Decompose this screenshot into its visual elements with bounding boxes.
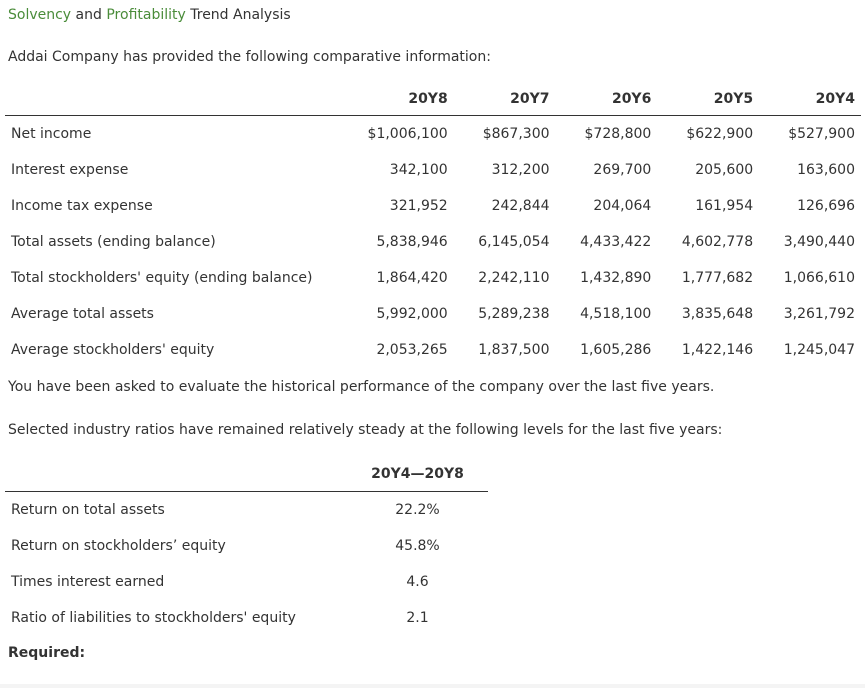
row-value: 5,838,946 bbox=[376, 234, 448, 250]
row-value: 1,066,610 bbox=[783, 270, 855, 286]
row-value: 312,200 bbox=[491, 162, 550, 178]
ratio-value: 2.1 bbox=[406, 610, 429, 626]
row-value: 161,954 bbox=[695, 198, 754, 214]
ratio-row: Times interest earned 4.6 bbox=[5, 564, 488, 600]
table-row: Average total assets 5,992,000 5,289,238 4,… bbox=[5, 296, 861, 332]
row-value: 3,490,440 bbox=[783, 234, 855, 250]
row-value: $1,006,100 bbox=[367, 126, 448, 142]
row-value: 1,777,682 bbox=[681, 270, 754, 286]
row-value: 3,835,648 bbox=[681, 306, 754, 322]
header-20y5: 20Y5 bbox=[657, 82, 760, 116]
ratio-row: Return on stockholders’ equity 45.8% bbox=[5, 528, 488, 564]
title-solvency: Solvency bbox=[8, 7, 72, 23]
header-20y8: 20Y8 bbox=[341, 82, 454, 116]
ratio-header-row: 20Y4—20Y8 bbox=[5, 456, 488, 492]
header-20y7: 20Y7 bbox=[453, 82, 556, 116]
header-label-col bbox=[5, 82, 341, 116]
ratio-label: Ratio of liabilities to stockholders' eq… bbox=[11, 610, 296, 626]
row-value: 5,992,000 bbox=[376, 306, 448, 322]
title-and: and bbox=[71, 7, 107, 23]
row-value: 1,605,286 bbox=[580, 342, 652, 358]
row-value: 1,864,420 bbox=[376, 270, 448, 286]
row-value: 163,600 bbox=[797, 162, 855, 178]
ratio-header-period: 20Y4—20Y8 bbox=[347, 456, 488, 492]
evaluate-text: You have been asked to evaluate the hist… bbox=[8, 379, 715, 395]
header-20y6: 20Y6 bbox=[555, 82, 658, 116]
row-value: $527,900 bbox=[788, 126, 855, 142]
row-value: 4,602,778 bbox=[681, 234, 754, 250]
table-row: Income tax expense 321,952 242,844 204,064 1… bbox=[5, 188, 861, 224]
row-value: 1,432,890 bbox=[580, 270, 652, 286]
row-label: Total assets (ending balance) bbox=[11, 234, 216, 250]
header-20y4: 20Y4 bbox=[759, 82, 861, 116]
row-value: 204,064 bbox=[593, 198, 652, 214]
table-row: Average stockholders' equity 2,053,265 1,8… bbox=[5, 332, 861, 368]
row-label: Average total assets bbox=[11, 306, 154, 322]
row-value: 6,145,054 bbox=[478, 234, 550, 250]
row-value: 1,245,047 bbox=[783, 342, 855, 358]
row-label: Net income bbox=[11, 126, 92, 142]
row-value: $622,900 bbox=[686, 126, 754, 142]
ratio-value: 45.8% bbox=[395, 538, 440, 554]
ratio-row: Return on total assets 22.2% bbox=[5, 492, 488, 529]
footer-divider bbox=[0, 684, 865, 688]
ratio-value: 4.6 bbox=[406, 574, 429, 590]
ratio-header-empty bbox=[5, 456, 347, 492]
row-value: 321,952 bbox=[389, 198, 448, 214]
row-value: 4,433,422 bbox=[580, 234, 652, 250]
required-label: Required: bbox=[8, 645, 86, 661]
row-value: 3,261,792 bbox=[783, 306, 855, 322]
table-row: Total stockholders' equity (ending balan… bbox=[5, 260, 861, 296]
ratio-label: Return on total assets bbox=[11, 502, 165, 518]
intro-text: Addai Company has provided the following… bbox=[8, 49, 491, 65]
table-row: Interest expense 342,100 312,200 269,700 205… bbox=[5, 152, 861, 188]
row-value: $728,800 bbox=[584, 126, 652, 142]
comparative-info-table: 20Y8 20Y7 20Y6 20Y5 20Y4 Net income $1,00… bbox=[5, 82, 861, 368]
row-value: 1,837,500 bbox=[478, 342, 550, 358]
row-value: 342,100 bbox=[389, 162, 448, 178]
selected-ratios-text: Selected industry ratios have remained r… bbox=[8, 422, 723, 438]
title-rest: Trend Analysis bbox=[185, 7, 291, 23]
row-value: 269,700 bbox=[593, 162, 652, 178]
table-header-row: 20Y8 20Y7 20Y6 20Y5 20Y4 bbox=[5, 82, 861, 116]
table-row: Net income $1,006,100 $867,300 $728,800 $622… bbox=[5, 116, 861, 153]
row-value: 2,053,265 bbox=[376, 342, 448, 358]
row-value: 126,696 bbox=[797, 198, 855, 214]
row-value: 2,242,110 bbox=[478, 270, 550, 286]
ratio-label: Times interest earned bbox=[11, 574, 165, 590]
page-title: Solvency and Profitability Trend Analysi… bbox=[8, 7, 291, 23]
row-label: Interest expense bbox=[11, 162, 129, 178]
row-label: Income tax expense bbox=[11, 198, 153, 214]
row-value: 242,844 bbox=[491, 198, 550, 214]
table-row: Total assets (ending balance) 5,838,946 6,… bbox=[5, 224, 861, 260]
row-label: Average stockholders' equity bbox=[11, 342, 215, 358]
ratio-row: Ratio of liabilities to stockholders' eq… bbox=[5, 600, 488, 636]
ratio-value: 22.2% bbox=[395, 502, 440, 518]
row-value: 4,518,100 bbox=[580, 306, 652, 322]
title-profitability: Profitability bbox=[106, 7, 186, 23]
row-value: 1,422,146 bbox=[681, 342, 754, 358]
industry-ratios-table: 20Y4—20Y8 Return on total assets 22.2% Ret… bbox=[5, 456, 488, 636]
row-value: 205,600 bbox=[695, 162, 754, 178]
row-value: $867,300 bbox=[482, 126, 550, 142]
row-label: Total stockholders' equity (ending balan… bbox=[11, 270, 313, 286]
row-value: 5,289,238 bbox=[478, 306, 550, 322]
ratio-label: Return on stockholders’ equity bbox=[11, 538, 226, 554]
